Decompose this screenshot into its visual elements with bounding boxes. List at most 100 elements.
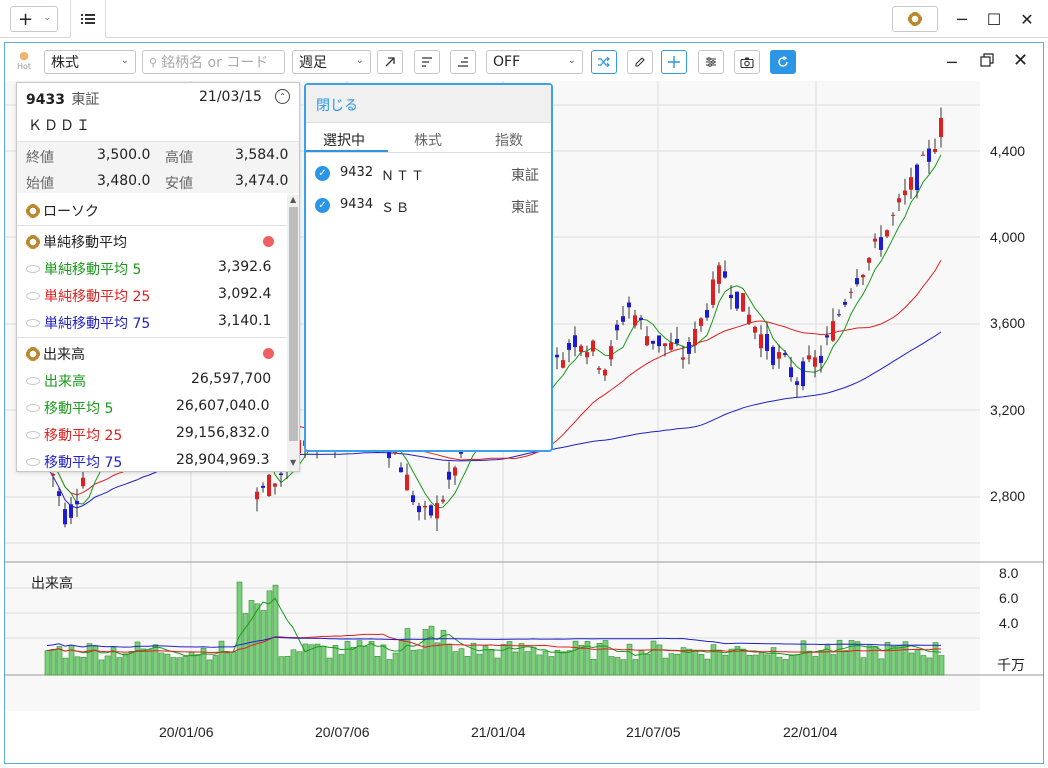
indicator-select[interactable]: OFF ⌄ — [486, 50, 583, 74]
plus-icon — [668, 56, 680, 68]
restore-icon — [980, 53, 994, 67]
eye-icon[interactable] — [26, 292, 40, 300]
align-left-button[interactable] — [414, 50, 440, 74]
sma25-label: 単純移動平均 25 — [44, 289, 151, 305]
date-tick: 22/01/04 — [783, 724, 838, 740]
align-right-icon — [458, 57, 468, 67]
sma75-value: 3,140.1 — [218, 313, 272, 329]
minimize-button[interactable]: ─ — [957, 9, 967, 29]
hot-label: Hot — [16, 62, 32, 71]
search-input[interactable]: ⚲ 銘柄名 or コード — [142, 50, 285, 74]
market-select[interactable]: 株式 ⌄ — [44, 50, 136, 74]
volume-unit: 千万 — [997, 657, 1025, 673]
period-select[interactable]: 週足 ⌄ — [292, 50, 371, 74]
scroll-up-icon[interactable]: ▲ — [290, 195, 297, 204]
app-titlebar: + ⌄ ─ ☐ ✕ — [0, 0, 1048, 38]
volume-pane-title: 出来高 — [31, 576, 73, 592]
compare-item-name: ＮＴＴ — [381, 169, 427, 184]
compare-item-exchange: 東証 — [511, 200, 539, 216]
vma5-value: 26,607,040.0 — [176, 398, 270, 414]
chevron-down-icon: ⌄ — [120, 55, 129, 66]
close-label: 終値 — [26, 150, 54, 166]
arrow-up-right-icon — [385, 57, 395, 67]
refresh-button[interactable] — [770, 50, 796, 74]
chevron-down-icon: ⌄ — [355, 55, 364, 66]
gear-icon[interactable] — [26, 235, 40, 249]
vma5-row: 移動平均 5 — [26, 398, 113, 418]
volume-section-label: 出来高 — [43, 347, 85, 363]
adjust-button[interactable] — [698, 50, 724, 74]
tab-indices[interactable]: 指数 — [495, 133, 523, 149]
sma5-value: 3,392.6 — [218, 259, 272, 275]
sma5-row: 単純移動平均 5 — [26, 259, 141, 279]
chart-minimize-button[interactable]: ─ — [947, 53, 957, 72]
vma25-row: 移動平均 25 — [26, 425, 122, 445]
eye-icon[interactable] — [26, 404, 40, 412]
price-tick: 3,200 — [990, 402, 1026, 418]
screenshot-button[interactable] — [734, 50, 760, 74]
maximize-button[interactable]: ☐ — [986, 9, 1002, 29]
align-right-button[interactable] — [450, 50, 476, 74]
hot-indicator[interactable]: ● Hot — [13, 49, 35, 75]
chart-restore-button[interactable] — [980, 53, 994, 71]
open-label: 始値 — [26, 176, 54, 192]
sma-remove-dot[interactable] — [263, 236, 274, 247]
chart-window: ● Hot 株式 ⌄ ⚲ 銘柄名 or コード 週足 ⌄ OFF ⌄ — [4, 42, 1044, 764]
settings-button[interactable] — [892, 6, 938, 32]
tab-stocks[interactable]: 株式 — [414, 133, 442, 149]
volume-section[interactable]: 出来高 — [26, 344, 85, 364]
gear-icon[interactable] — [26, 347, 40, 361]
market-select-value: 株式 — [51, 55, 79, 71]
compare-item[interactable]: ✓ 9434 ＳＢ 東証 — [315, 197, 545, 217]
compare-item-code: 9434 — [340, 197, 374, 212]
sma25-value: 3,092.4 — [218, 286, 272, 302]
eye-icon[interactable] — [26, 377, 40, 385]
candle-section-label: ローソク — [43, 204, 99, 220]
price-tick: 4,400 — [990, 143, 1026, 159]
volume-remove-dot[interactable] — [263, 348, 274, 359]
sma5-label: 単純移動平均 5 — [44, 262, 142, 278]
chart-close-button[interactable]: ✕ — [1013, 50, 1029, 71]
tab-selected[interactable]: 選択中 — [323, 133, 365, 149]
check-icon[interactable]: ✓ — [315, 198, 330, 213]
eye-icon[interactable] — [26, 265, 40, 273]
sma-section[interactable]: 単純移動平均 — [26, 232, 127, 252]
vma25-label: 移動平均 25 — [44, 428, 123, 444]
chart-toolbar: ● Hot 株式 ⌄ ⚲ 銘柄名 or コード 週足 ⌄ OFF ⌄ — [5, 43, 1043, 81]
gear-icon — [908, 12, 922, 26]
eye-icon[interactable] — [26, 431, 40, 439]
open-value: 3,480.0 — [97, 173, 151, 189]
gear-icon[interactable] — [26, 204, 40, 218]
price-tick: 3,600 — [990, 315, 1026, 331]
close-window-button[interactable]: ✕ — [1020, 9, 1034, 29]
trendline-button[interactable] — [377, 50, 403, 74]
eye-icon[interactable] — [26, 319, 40, 327]
close-compare-button[interactable]: 閉じる — [316, 98, 358, 114]
compare-item-exchange: 東証 — [511, 168, 539, 184]
eye-icon[interactable] — [26, 458, 40, 466]
high-value: 3,584.0 — [235, 147, 289, 163]
chevron-down-icon: ⌄ — [43, 13, 51, 23]
search-placeholder: 銘柄名 or コード — [161, 55, 269, 71]
collapse-icon[interactable]: ⌃ — [275, 89, 290, 104]
list-view-button[interactable] — [70, 0, 106, 38]
draw-button[interactable] — [627, 50, 653, 74]
compare-item[interactable]: ✓ 9432 ＮＴＴ 東証 — [315, 165, 545, 185]
volume-tick: 8.0 — [999, 565, 1019, 581]
scroll-down-icon[interactable]: ▼ — [290, 458, 297, 467]
low-value: 3,474.0 — [235, 173, 289, 189]
scrollbar-thumb[interactable] — [289, 207, 298, 441]
candle-section[interactable]: ローソク — [26, 201, 99, 221]
period-select-value: 週足 — [299, 55, 327, 71]
volume-label: 出来高 — [44, 374, 86, 390]
date-tick: 21/01/04 — [471, 724, 526, 740]
pencil-icon — [635, 57, 645, 67]
check-icon[interactable]: ✓ — [315, 166, 330, 181]
sma25-row: 単純移動平均 25 — [26, 286, 150, 306]
compare-button[interactable] — [591, 50, 617, 74]
add-button[interactable]: + ⌄ — [10, 6, 58, 32]
crosshair-button[interactable] — [661, 50, 687, 74]
panel-scrollbar[interactable]: ▲ ▼ — [287, 195, 299, 471]
align-left-icon — [422, 57, 432, 67]
date-tick: 21/07/05 — [626, 724, 681, 740]
